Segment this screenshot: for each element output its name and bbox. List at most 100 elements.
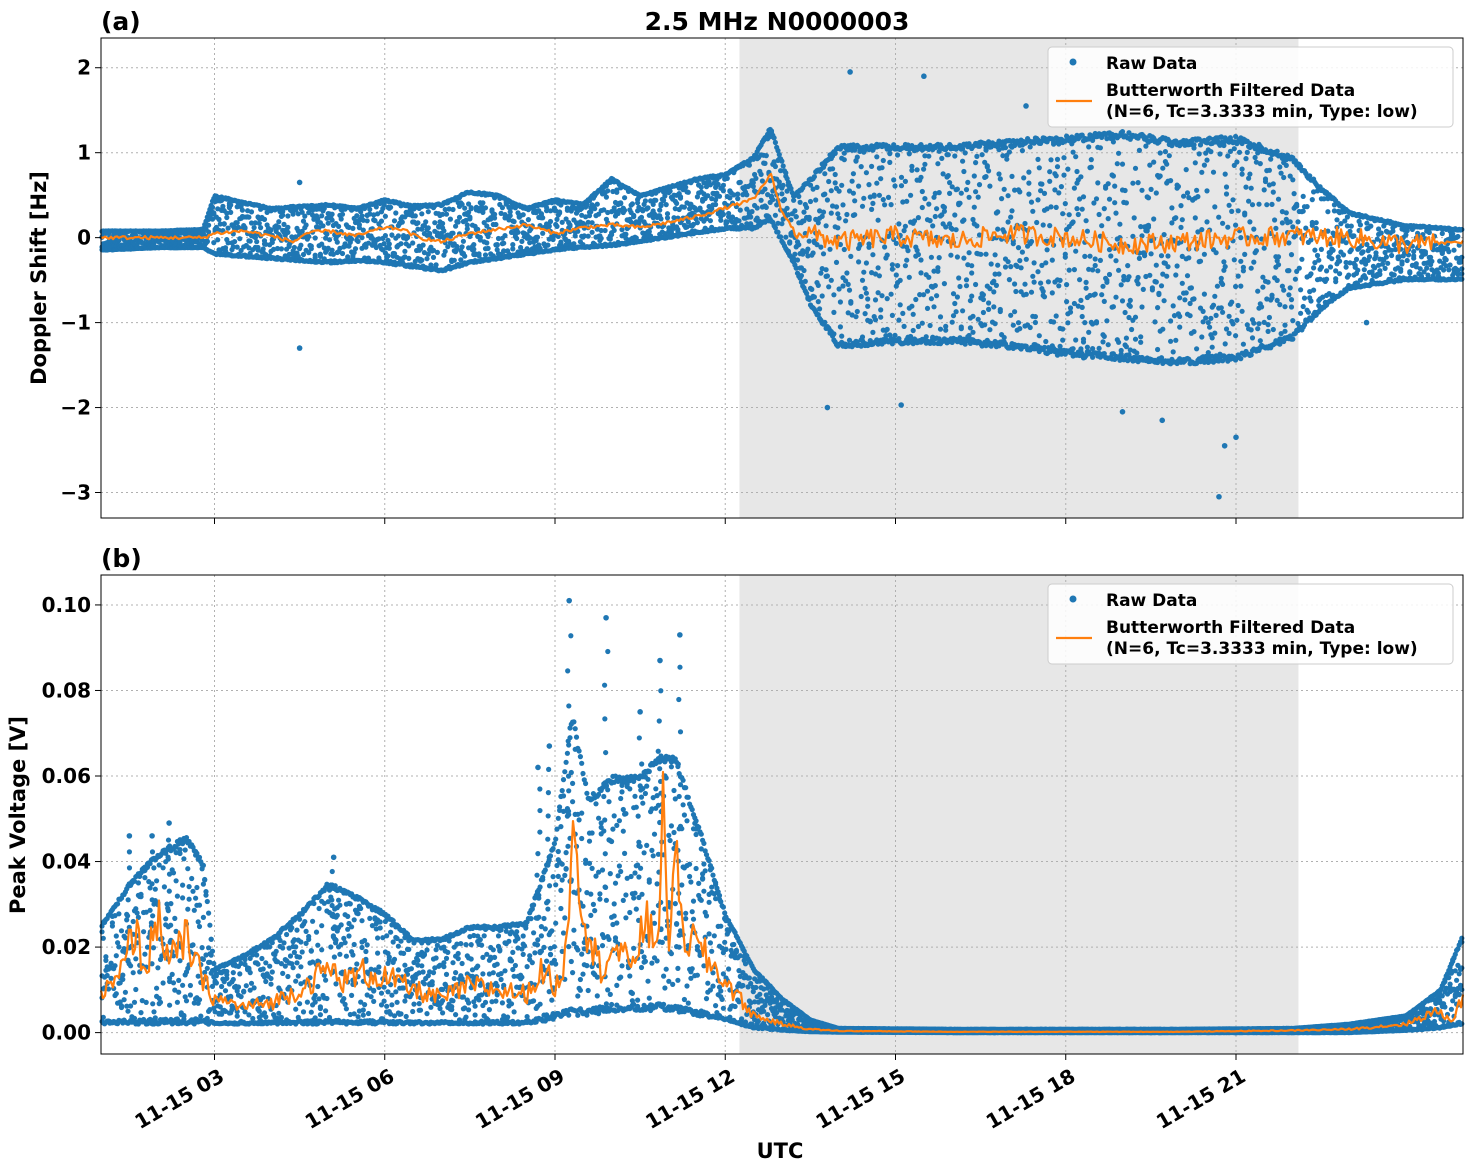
panel-a-raw-point (763, 153, 769, 159)
panel-a-raw-point (969, 270, 975, 276)
panel-a-raw-point (896, 221, 902, 227)
panel-a-raw-point (1239, 171, 1245, 177)
panel-a-raw-point (810, 250, 816, 256)
panel-a-raw-point (1282, 328, 1288, 334)
panel-a-raw-point (1080, 194, 1087, 200)
panel-a-raw-point (399, 219, 405, 225)
panel-a-raw-point (815, 299, 821, 305)
panel-a-raw-point (388, 204, 394, 210)
panel-a-raw-point (1255, 288, 1261, 294)
panel-a-raw-point (1236, 149, 1243, 155)
panel-a-raw-point (1099, 223, 1105, 229)
panel-a-raw-point (373, 204, 379, 210)
panel-a-raw-point (471, 242, 477, 248)
panel-a-raw-point (952, 153, 958, 159)
panel-a-raw-point (1173, 337, 1179, 343)
panel-a-raw-point (1138, 334, 1144, 340)
panel-a-raw-point (484, 240, 490, 246)
panel-a-raw-point (796, 242, 802, 248)
panel-a-raw-point (986, 306, 992, 312)
panel-a-raw-point (832, 150, 838, 156)
panel-a-raw-point (828, 277, 834, 283)
panel-a-raw-point (1002, 264, 1009, 270)
panel-a-raw-point (954, 186, 961, 192)
panel-a-raw-point (382, 213, 388, 219)
panel-a-raw-point (1352, 262, 1358, 268)
panel-a-raw-point (222, 245, 229, 251)
panel-a-raw-point (1283, 162, 1289, 168)
panel-a-raw-point (1040, 222, 1046, 228)
panel-a-raw-point (1012, 281, 1018, 287)
panel-a-raw-point (1178, 224, 1184, 230)
panel-a-raw-point (1290, 318, 1296, 324)
panel-a-raw-point (1329, 256, 1335, 262)
panel-a-raw-point (735, 191, 741, 197)
panel-a-raw-point (281, 221, 287, 227)
panel-a-raw-point (685, 189, 691, 195)
panel-a-raw-point (863, 260, 870, 266)
panel-a-raw-point (382, 233, 388, 239)
panel-a-raw-point (1015, 320, 1022, 326)
panel-a-raw-point (1299, 256, 1305, 262)
panel-a-raw-point (1155, 305, 1161, 311)
panel-a-raw-point (1021, 175, 1027, 181)
panel-a-raw-point (707, 218, 714, 224)
panel-a-raw-point (211, 240, 217, 246)
panel-a-raw-point (941, 208, 948, 214)
panel-a-raw-point (456, 214, 463, 220)
panel-a-raw-point (748, 214, 754, 220)
panel-a-raw-point (720, 182, 727, 188)
panel-a-raw-point (884, 296, 890, 302)
panel-a-raw-point (256, 220, 262, 226)
panel-a-raw-point (969, 293, 975, 299)
panel-a-raw-point (1229, 208, 1235, 214)
panel-a-raw-point (1075, 211, 1081, 218)
panel-a-raw-point (334, 239, 340, 245)
panel-a-raw-point (511, 219, 517, 225)
panel-a-raw-point (1110, 139, 1116, 145)
panel-a-raw-point (1288, 252, 1295, 258)
panel-a-raw-point (910, 311, 916, 317)
panel-a-raw-point (1209, 335, 1215, 341)
panel-a-raw-point (1073, 337, 1079, 343)
panel-a-raw-point (1028, 199, 1035, 205)
panel-a-raw-point (1204, 219, 1210, 225)
panel-a-raw-point (1274, 148, 1280, 154)
panel-a-raw-point (589, 220, 595, 226)
panel-a-raw-point (815, 282, 821, 288)
panel-a-raw-point (547, 218, 554, 225)
panel-a-raw-point (1138, 339, 1144, 345)
panel-a-raw-point (1213, 250, 1219, 256)
panel-a-raw-point (1208, 149, 1214, 155)
panel-a-raw-point (1028, 238, 1035, 245)
panel-a-raw-point (1294, 201, 1300, 207)
panel-a-raw-point (948, 252, 954, 258)
panel-a-raw-point (614, 189, 620, 195)
panel-a-raw-point (1160, 326, 1166, 332)
panel-a-raw-point (871, 193, 877, 199)
panel-a-raw-point (1378, 230, 1384, 236)
panel-a-raw-point (1074, 168, 1080, 175)
panel-a-raw-point (982, 322, 988, 328)
panel-a-raw-point (352, 246, 359, 252)
panel-a-raw-point (1035, 197, 1041, 203)
panel-a-raw-point (1272, 217, 1278, 223)
panel-a-raw-point (1235, 273, 1241, 279)
panel-a-raw-point (980, 296, 987, 303)
panel-a-raw-point (1343, 264, 1349, 270)
panel-a-raw-point (1216, 214, 1222, 220)
panel-a-raw-point (1019, 148, 1025, 154)
panel-a-raw-point (550, 236, 556, 243)
panel-a-raw-point (1035, 269, 1041, 275)
panel-a-raw-point (1135, 180, 1141, 186)
panel-a-raw-point (216, 216, 222, 222)
panel-a-raw-point (1097, 145, 1103, 151)
panel-a-raw-point (221, 221, 227, 227)
panel-a-raw-point (432, 220, 438, 226)
panel-a-raw-point (961, 168, 967, 175)
panel-a-raw-point (433, 262, 439, 268)
panel-a-raw-point (1247, 171, 1253, 177)
panel-a-raw-point (622, 195, 628, 201)
panel-a-raw-point (884, 326, 890, 332)
panel-a-raw-point (1301, 295, 1308, 301)
